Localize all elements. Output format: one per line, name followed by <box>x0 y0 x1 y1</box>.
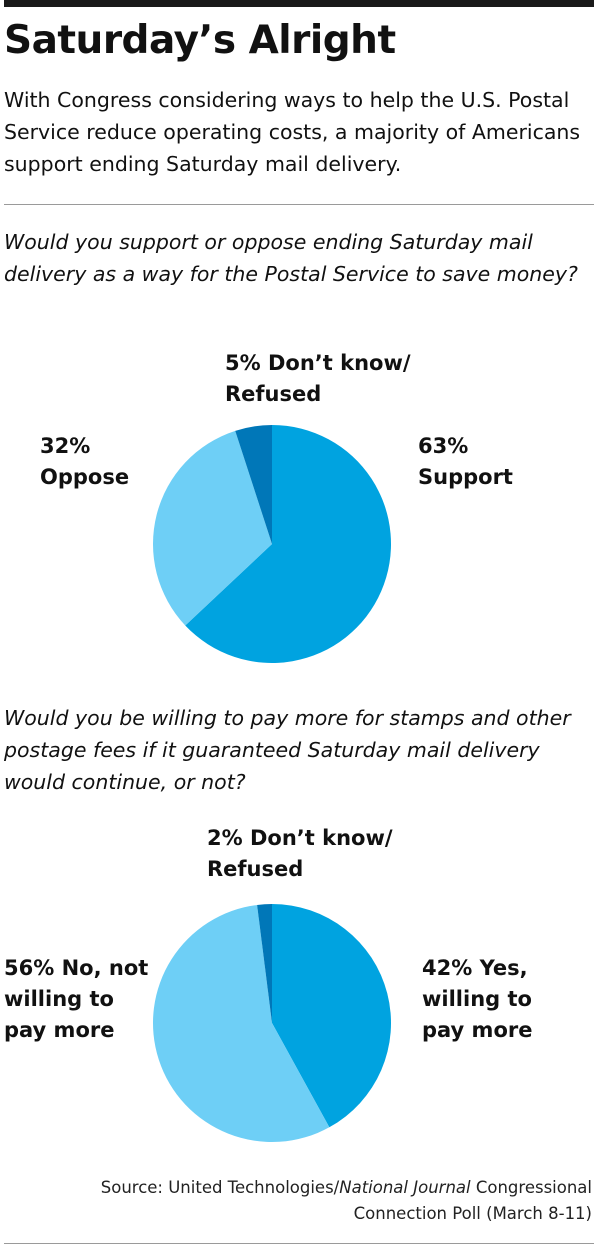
pie-chart-support-oppose <box>152 425 391 663</box>
pie1-label-support: 63% Support <box>418 434 513 489</box>
pie1-label-dont-know: 5% Don’t know/ Refused <box>225 351 411 406</box>
header-divider <box>4 204 594 205</box>
question-2: Would you be willing to pay more for sta… <box>4 706 571 794</box>
pie2-label-dont-know: 2% Don’t know/ Refused <box>207 826 393 881</box>
pie1-slice-support <box>185 425 391 663</box>
pie1-slice-dont-know <box>235 425 272 544</box>
question-1: Would you support or oppose ending Satur… <box>4 230 578 286</box>
source-note: Source: United Technologies/National Jou… <box>100 1178 592 1223</box>
pie2-slice-no <box>152 904 330 1143</box>
pie2-label-yes: 42% Yes, willing to pay more <box>422 956 533 1042</box>
chart-subtitle: With Congress considering ways to help t… <box>4 88 581 176</box>
bottom-rule <box>4 1243 594 1244</box>
source-publication: National Journal <box>339 1178 471 1197</box>
top-rule <box>4 0 594 7</box>
pie1-label-oppose: 32% Oppose <box>40 434 130 489</box>
pie2-label-no: 56% No, not willing to pay more <box>4 956 149 1042</box>
pie-chart-pay-more <box>152 904 392 1143</box>
pie1-slice-oppose <box>152 430 272 626</box>
pie2-slice-dont-know <box>257 904 272 1023</box>
chart-title: Saturday’s Alright <box>4 18 396 63</box>
pie2-slice-yes <box>272 904 392 1128</box>
